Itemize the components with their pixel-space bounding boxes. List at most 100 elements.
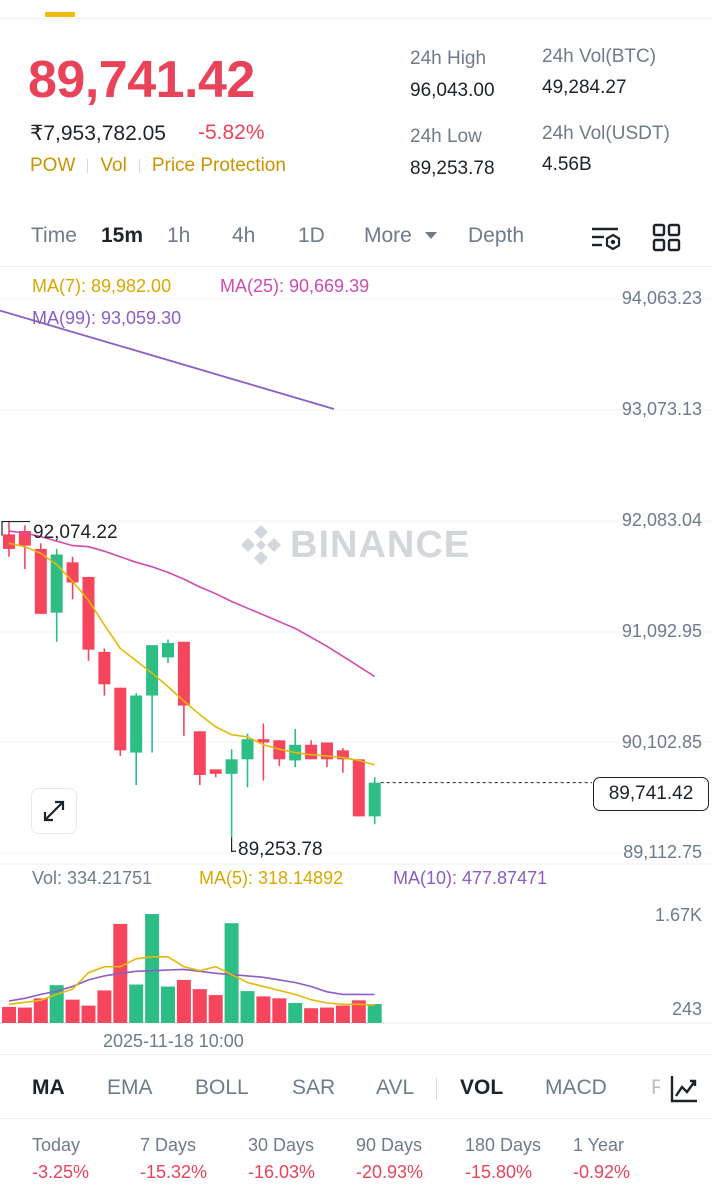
volume-bar: [208, 995, 223, 1023]
candle-down: [352, 759, 365, 817]
perf-1y-label: 1 Year: [573, 1135, 625, 1155]
volume-bar: [49, 985, 64, 1023]
volume-bar: [272, 998, 287, 1023]
active-tab-indicator: [45, 12, 75, 17]
indicator-vol[interactable]: VOL: [460, 1076, 504, 1099]
tab-1h[interactable]: 1h: [167, 224, 191, 247]
inr-price: ₹7,953,782.05: [30, 122, 166, 145]
price-axis-label: 93,073.13: [621, 399, 702, 419]
volume-bar: [65, 999, 80, 1023]
candle-down: [209, 769, 222, 774]
fullscreen-button[interactable]: [31, 788, 77, 834]
ma99-line: [0, 309, 335, 410]
indicator-chart-icon: [670, 1076, 697, 1103]
indicator-macd[interactable]: MACD: [545, 1076, 607, 1099]
price-axis-label: 92,083.04: [621, 510, 702, 530]
volume-bar: [335, 1005, 350, 1023]
expand-icon: [43, 800, 65, 822]
perf-30d-label: 30 Days: [248, 1135, 315, 1155]
tag-divider: [87, 159, 89, 173]
candle-up: [241, 739, 254, 760]
tab-time[interactable]: Time: [31, 224, 77, 247]
candle-up: [162, 642, 174, 658]
timeframe-bar: Time 15m 1h 4h 1D More Depth: [0, 220, 712, 256]
indicator-boll[interactable]: BOLL: [195, 1076, 249, 1099]
vol-usdt-label: 24h Vol(USDT): [542, 123, 670, 144]
tab-1d[interactable]: 1D: [298, 224, 325, 247]
volume-bar: [256, 996, 271, 1023]
volume-bar: [367, 1004, 382, 1023]
tag-row: POW Vol Price Protection: [30, 155, 286, 177]
tab-depth[interactable]: Depth: [468, 224, 525, 247]
candle-up: [368, 782, 381, 817]
volume-legend: Vol: 334.21751: [32, 868, 153, 888]
high-label: 24h High: [410, 48, 487, 69]
volume-bar: [145, 914, 160, 1023]
volume-axis-label: 1.67K: [654, 905, 702, 925]
volume-bar: [97, 990, 112, 1023]
volume-ma10-legend: MA(10): 477.87471: [393, 868, 548, 888]
perf-30d-value: -16.03%: [248, 1162, 316, 1182]
tag-divider: [138, 159, 140, 173]
tab-15m[interactable]: 15m: [101, 224, 144, 247]
watermark-text: BINANCE: [290, 523, 471, 566]
volume-ma5-legend: MA(5): 318.14892: [199, 868, 344, 888]
volume-bar: [17, 1007, 32, 1023]
current-price-tag: 89,741.42: [593, 777, 709, 811]
tag-vol[interactable]: Vol: [100, 155, 127, 176]
low-marker-line: [231, 837, 236, 852]
indicator-ma[interactable]: MA: [32, 1076, 65, 1099]
indicator-settings-button[interactable]: [660, 1062, 712, 1114]
volume-bar: [320, 1007, 334, 1023]
binance-watermark: BINANCE: [238, 522, 470, 568]
top-divider: [0, 18, 712, 19]
perf-90d-label: 90 Days: [356, 1135, 423, 1155]
candle-up: [130, 695, 143, 753]
candle-down: [257, 739, 270, 743]
candle-down: [177, 641, 190, 706]
performance-divider: [0, 1118, 712, 1119]
candle-down: [305, 744, 318, 760]
indicator-ema[interactable]: EMA: [107, 1076, 153, 1099]
kline-chart[interactable]: [0, 0, 712, 1060]
caret-down-icon: [424, 232, 437, 240]
indicator-avl[interactable]: AVL: [376, 1076, 415, 1099]
tab-more[interactable]: More: [364, 224, 438, 248]
tag-price-protection[interactable]: Price Protection: [151, 155, 286, 176]
candle-down: [82, 576, 95, 650]
candle-down: [66, 562, 79, 583]
candle-down: [98, 651, 111, 685]
indicator-bar: MA EMA BOLL SAR AVL VOL MACD R: [0, 1062, 712, 1114]
price-change-percent: -5.82%: [198, 121, 265, 144]
price-axis-label: 91,092.95: [621, 621, 702, 641]
volume-bar: [224, 923, 239, 1023]
volume-bar: [33, 998, 48, 1023]
high-marker-line: [1, 520, 30, 536]
perf-1y-value: -0.92%: [573, 1162, 631, 1182]
price-axis-label: 89,112.75: [623, 842, 702, 862]
low-value: 89,253.78: [410, 158, 495, 179]
volume-axis-label: 243: [671, 999, 702, 1019]
perf-today-label: Today: [32, 1135, 81, 1155]
price-axis-label: 90,102.85: [621, 732, 702, 752]
time-axis-label: 2025-11-18 10:00: [103, 1031, 244, 1051]
candle-down: [336, 750, 349, 760]
candle-down: [114, 687, 127, 751]
volume-bar: [129, 984, 144, 1023]
high-value: 96,043.00: [410, 80, 495, 101]
timeframe-divider: [0, 266, 712, 267]
ma7-legend: MA(7): 89,982.00: [32, 276, 172, 296]
volume-bar: [304, 1008, 319, 1023]
grid-layout-icon[interactable]: [652, 223, 682, 253]
volume-ma10-line: [8, 968, 375, 1002]
volume-bar: [176, 979, 191, 1023]
candle-down: [3, 534, 15, 549]
chart-settings-icon[interactable]: [590, 225, 622, 253]
tag-pow[interactable]: POW: [30, 155, 76, 176]
low-label: 24h Low: [410, 126, 482, 147]
indicator-sar[interactable]: SAR: [292, 1076, 336, 1099]
tab-4h[interactable]: 4h: [232, 224, 256, 247]
ma25-legend: MA(25): 90,669.39: [220, 276, 370, 296]
perf-90d-value: -20.93%: [356, 1162, 424, 1182]
last-price: 89,741.42: [28, 51, 255, 109]
